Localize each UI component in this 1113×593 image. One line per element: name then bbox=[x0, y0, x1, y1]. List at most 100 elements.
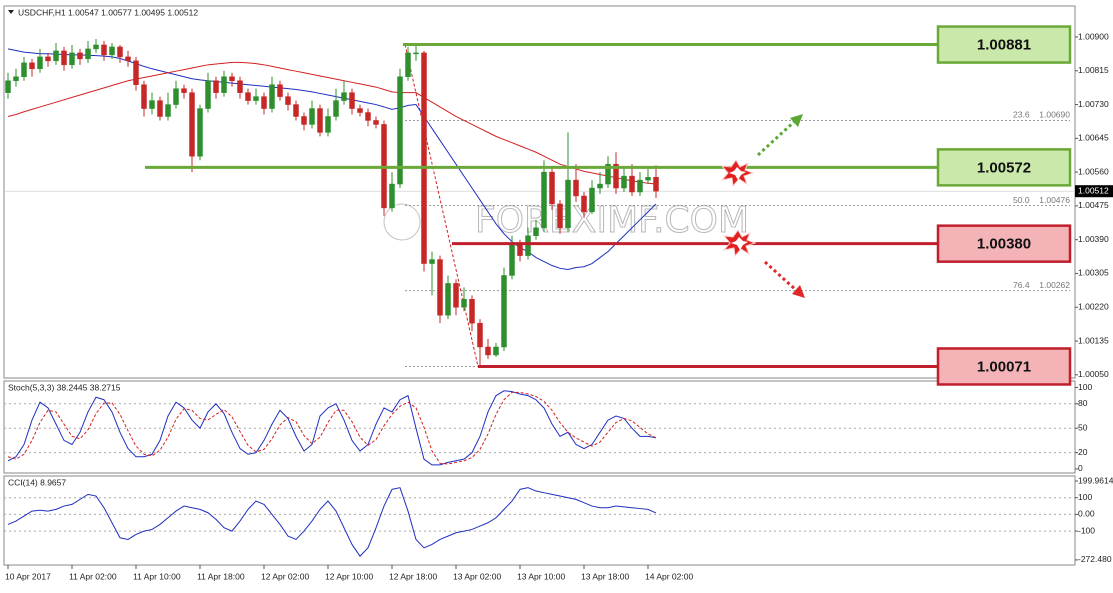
down-arrow bbox=[763, 260, 798, 292]
candle-body bbox=[293, 104, 299, 117]
candle-body bbox=[189, 92, 195, 157]
candle-body bbox=[117, 46, 123, 58]
y-tick-label: 100 bbox=[1078, 492, 1092, 502]
candle-body bbox=[149, 100, 155, 109]
level-box-label: 1.00572 bbox=[977, 159, 1031, 176]
level-box bbox=[936, 25, 1072, 64]
candle-body bbox=[205, 80, 211, 109]
candle-body bbox=[501, 275, 507, 348]
break-star-core bbox=[729, 167, 746, 180]
candle-body bbox=[525, 235, 531, 256]
candle-body bbox=[413, 52, 419, 55]
candle-body bbox=[229, 76, 235, 81]
x-tick-label: 12 Apr 18:00 bbox=[389, 571, 437, 581]
candle-body bbox=[181, 88, 187, 93]
y-tick-label: 0.00 bbox=[1078, 509, 1095, 519]
candle-body bbox=[653, 177, 659, 192]
x-tick-label: 13 Apr 02:00 bbox=[453, 571, 501, 581]
candle-body bbox=[405, 52, 411, 77]
candle-body bbox=[93, 44, 99, 50]
fib-value-label: 1.00690 bbox=[1039, 110, 1070, 120]
down-arrowhead bbox=[792, 285, 805, 298]
x-tick-label: 12 Apr 02:00 bbox=[261, 571, 309, 581]
candle-body bbox=[29, 62, 35, 70]
up-arrow bbox=[756, 119, 797, 157]
indicator-line bbox=[7, 48, 657, 271]
x-tick-label: 13 Apr 10:00 bbox=[517, 571, 565, 581]
candle-body bbox=[421, 52, 427, 264]
y-tick-label: 1.00815 bbox=[1078, 65, 1109, 75]
candle-body bbox=[301, 116, 307, 125]
fib-value-label: 1.00476 bbox=[1039, 195, 1070, 205]
level-box bbox=[936, 224, 1072, 263]
y-tick-label: 1.00220 bbox=[1078, 302, 1109, 312]
y-tick-label: 100 bbox=[1078, 382, 1092, 392]
y-tick-label: 1.00560 bbox=[1078, 166, 1109, 176]
y-tick-label: 80 bbox=[1078, 398, 1088, 408]
last-price-box bbox=[1075, 185, 1113, 198]
candle-body bbox=[429, 259, 435, 264]
candle-body bbox=[237, 80, 243, 93]
level-box bbox=[936, 347, 1072, 386]
fib-diagonal bbox=[404, 44, 479, 367]
candle-body bbox=[53, 50, 59, 62]
candle-body bbox=[269, 84, 275, 109]
candle-body bbox=[77, 52, 83, 60]
candle-body bbox=[565, 179, 571, 229]
candle-body bbox=[509, 243, 515, 276]
panel-title: USDCHF,H1 1.00547 1.00577 1.00495 1.0051… bbox=[18, 7, 198, 17]
candle-body bbox=[581, 195, 587, 213]
candle-body bbox=[629, 175, 635, 193]
level-box-label: 1.00071 bbox=[977, 358, 1031, 375]
candle-body bbox=[141, 84, 147, 109]
panel-title: Stoch(5,3,3) 38.2445 38.2715 bbox=[8, 382, 121, 392]
y-tick-label: 0 bbox=[1078, 463, 1083, 473]
candle-body bbox=[605, 163, 611, 185]
watermark: FOREXIMF.COM bbox=[475, 200, 749, 241]
candle-body bbox=[125, 56, 131, 62]
y-tick-label: -272.480 bbox=[1078, 554, 1112, 564]
fib-level-label: 50.0 bbox=[1013, 195, 1030, 205]
candle-body bbox=[621, 175, 627, 189]
x-tick-label: 14 Apr 02:00 bbox=[645, 571, 693, 581]
break-star-core bbox=[731, 237, 748, 250]
candle-body bbox=[373, 120, 379, 125]
candle-body bbox=[253, 96, 259, 101]
candle-body bbox=[245, 92, 251, 101]
y-tick-label: 1.00390 bbox=[1078, 234, 1109, 244]
candle-body bbox=[477, 322, 483, 348]
y-tick-label: 1.00730 bbox=[1078, 99, 1109, 109]
candle-body bbox=[37, 56, 43, 70]
candle-body bbox=[277, 84, 283, 97]
candle-body bbox=[165, 104, 171, 117]
candle-body bbox=[197, 108, 203, 157]
x-tick-label: 11 Apr 18:00 bbox=[197, 571, 245, 581]
indicator-line bbox=[7, 390, 657, 466]
candle-body bbox=[341, 92, 347, 101]
y-tick-label: 1.00475 bbox=[1078, 200, 1109, 210]
candle-body bbox=[285, 96, 291, 105]
candle-body bbox=[261, 96, 267, 109]
candle-body bbox=[389, 183, 395, 209]
y-tick-label: 1.00645 bbox=[1078, 133, 1109, 143]
fib-value-label: 1.00262 bbox=[1039, 280, 1070, 290]
stoch-panel bbox=[3, 380, 1076, 474]
x-tick-label: 11 Apr 10:00 bbox=[133, 571, 181, 581]
candle-body bbox=[469, 299, 475, 324]
candle-body bbox=[157, 100, 163, 117]
cci-panel bbox=[3, 475, 1076, 566]
last-price-label: 1.00512 bbox=[1078, 185, 1109, 195]
panel-title: CCI(14) 8.9657 bbox=[8, 477, 66, 487]
candle-body bbox=[21, 62, 27, 77]
candle-body bbox=[333, 100, 339, 117]
x-tick-label: 11 Apr 02:00 bbox=[69, 571, 117, 581]
candle-body bbox=[173, 88, 179, 105]
indicator-line bbox=[7, 391, 657, 465]
candle-body bbox=[461, 299, 467, 308]
candle-body bbox=[437, 259, 443, 316]
candle-body bbox=[221, 76, 227, 93]
candle-body bbox=[365, 112, 371, 121]
level-box bbox=[936, 148, 1072, 187]
candle-body bbox=[213, 80, 219, 93]
